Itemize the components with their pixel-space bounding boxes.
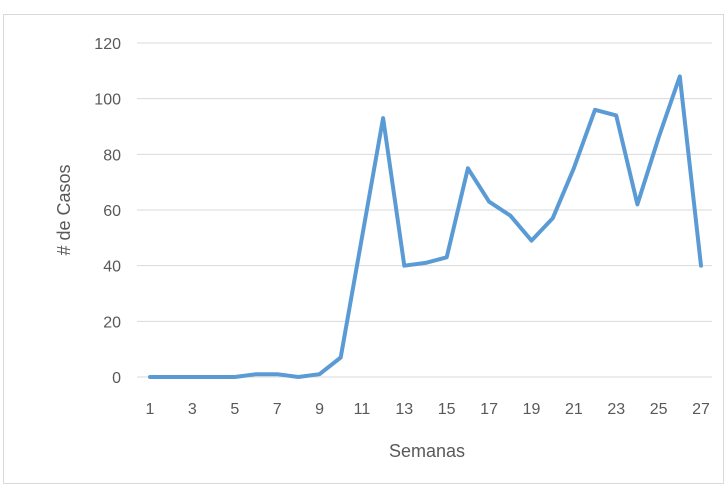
x-tick-label: 3 — [188, 401, 197, 418]
gridlines — [137, 42, 712, 378]
y-tick-label: 100 — [94, 92, 121, 109]
x-tick-label: 19 — [523, 401, 541, 418]
x-tick-label: 13 — [395, 401, 413, 418]
x-axis-tick-labels: 1 3 5 7 9 11 13 15 17 19 21 23 25 27 — [146, 401, 710, 418]
x-tick-label: 5 — [230, 401, 239, 418]
x-tick-label: 7 — [273, 401, 282, 418]
y-tick-label: 80 — [103, 147, 121, 164]
chart-area — [3, 14, 724, 484]
y-tick-label: 40 — [103, 259, 121, 276]
x-tick-label: 23 — [607, 401, 625, 418]
x-tick-label: 11 — [354, 401, 371, 418]
y-tick-label: 0 — [112, 370, 121, 387]
x-tick-label: 9 — [315, 401, 324, 418]
y-axis-title: # de Casos — [54, 164, 74, 255]
x-tick-label: 1 — [146, 401, 155, 418]
x-tick-label: 15 — [438, 401, 456, 418]
y-tick-label: 20 — [103, 314, 121, 331]
series-line-0 — [148, 74, 703, 379]
x-tick-label: 21 — [565, 401, 583, 418]
series-layer — [148, 74, 703, 379]
y-tick-label: 120 — [94, 36, 121, 53]
x-tick-label: 27 — [692, 401, 710, 418]
x-tick-label: 17 — [480, 401, 498, 418]
y-tick-label: 60 — [103, 203, 121, 220]
x-tick-label: 25 — [650, 401, 668, 418]
x-axis-title: Semanas — [389, 441, 465, 461]
y-axis-tick-labels: 0 20 40 60 80 100 120 — [94, 36, 121, 387]
